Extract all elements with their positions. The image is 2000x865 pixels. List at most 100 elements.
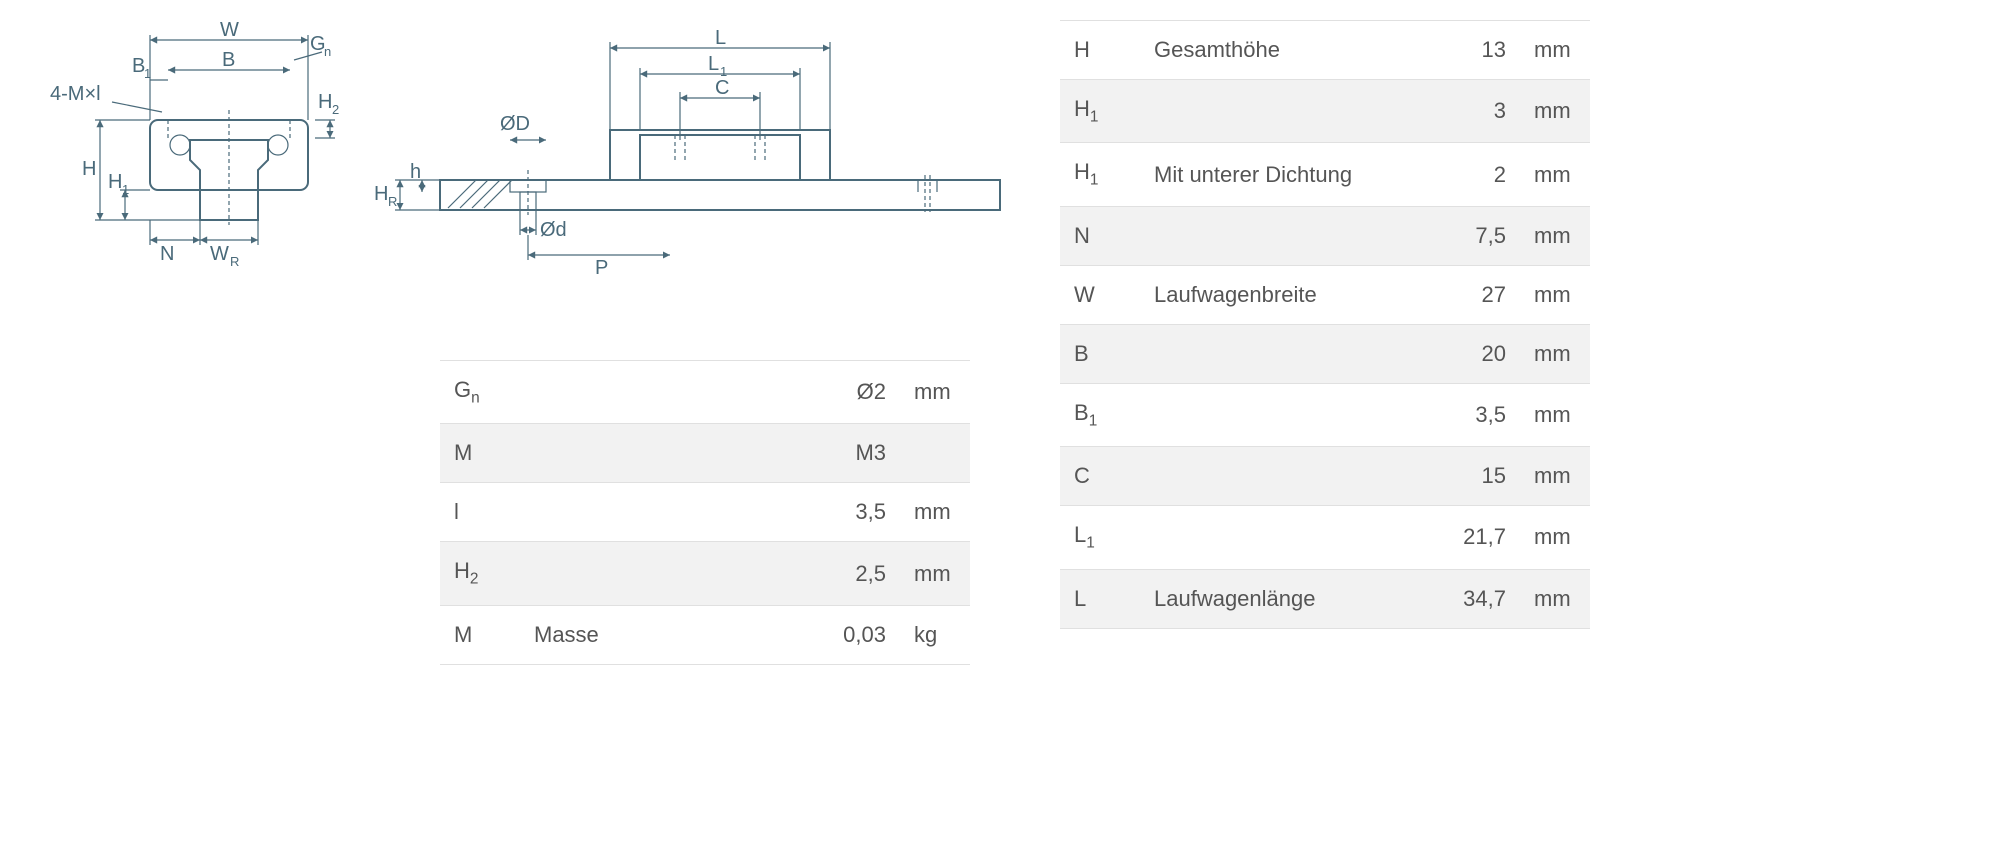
- cell-value: Ø2: [820, 361, 900, 424]
- cell-symbol: L1: [1060, 506, 1140, 569]
- cell-value: 7,5: [1440, 206, 1520, 265]
- cell-value: 2,5: [820, 542, 900, 605]
- cell-value: 3,5: [1440, 383, 1520, 446]
- cell-unit: mm: [1520, 21, 1590, 80]
- table-row: WLaufwagenbreite27mm: [1060, 265, 1590, 324]
- cell-description: [1140, 206, 1440, 265]
- cell-value: 34,7: [1440, 569, 1520, 628]
- table-row: L1 21,7mm: [1060, 506, 1590, 569]
- cell-description: [520, 424, 820, 483]
- cell-value: 13: [1440, 21, 1520, 80]
- svg-text:h: h: [410, 161, 421, 183]
- cell-symbol: B1: [1060, 383, 1140, 446]
- diagram-front-view: W B B1 Gn 4-M×l: [40, 20, 350, 280]
- svg-text:L: L: [708, 53, 719, 75]
- cell-value: 21,7: [1440, 506, 1520, 569]
- svg-text:4-M×l: 4-M×l: [50, 83, 101, 105]
- cell-description: Mit unterer Dichtung: [1140, 143, 1440, 206]
- table-row: C 15mm: [1060, 447, 1590, 506]
- table-row: M M3: [440, 424, 970, 483]
- cell-value: 27: [1440, 265, 1520, 324]
- cell-unit: mm: [1520, 383, 1590, 446]
- cell-description: [520, 542, 820, 605]
- cell-description: Masse: [520, 605, 820, 664]
- cell-value: 20: [1440, 324, 1520, 383]
- cell-value: 0,03: [820, 605, 900, 664]
- cell-symbol: H2: [440, 542, 520, 605]
- table-row: B1 3,5mm: [1060, 383, 1590, 446]
- cell-value: 3,5: [820, 483, 900, 542]
- svg-text:Ød: Ød: [540, 219, 567, 241]
- svg-text:R: R: [230, 254, 239, 269]
- svg-text:H: H: [374, 183, 388, 205]
- cell-symbol: H: [1060, 21, 1140, 80]
- cell-value: 15: [1440, 447, 1520, 506]
- cell-description: [1140, 383, 1440, 446]
- page-container: W B B1 Gn 4-M×l: [0, 0, 2000, 685]
- cell-description: Laufwagenbreite: [1140, 265, 1440, 324]
- cell-unit: mm: [900, 361, 970, 424]
- svg-text:W: W: [210, 243, 229, 265]
- svg-text:ØD: ØD: [500, 113, 530, 135]
- svg-text:P: P: [595, 257, 608, 279]
- cell-unit: mm: [1520, 324, 1590, 383]
- table-row: MMasse0,03kg: [440, 605, 970, 664]
- cell-unit: mm: [1520, 80, 1590, 143]
- svg-text:C: C: [715, 77, 729, 99]
- svg-text:H: H: [318, 91, 332, 113]
- cell-value: M3: [820, 424, 900, 483]
- svg-text:N: N: [160, 243, 174, 265]
- table-row: LLaufwagenlänge34,7mm: [1060, 569, 1590, 628]
- table-row: B 20mm: [1060, 324, 1590, 383]
- svg-text:R: R: [388, 194, 397, 209]
- svg-text:H: H: [82, 158, 96, 180]
- cell-symbol: W: [1060, 265, 1140, 324]
- cell-description: Laufwagenlänge: [1140, 569, 1440, 628]
- svg-text:1: 1: [144, 66, 151, 81]
- cell-unit: mm: [1520, 569, 1590, 628]
- cell-unit: mm: [1520, 206, 1590, 265]
- table-row: HGesamthöhe13mm: [1060, 21, 1590, 80]
- cell-symbol: M: [440, 605, 520, 664]
- cell-symbol: l: [440, 483, 520, 542]
- cell-description: [1140, 447, 1440, 506]
- cell-symbol: B: [1060, 324, 1140, 383]
- table-row: Gn Ø2mm: [440, 361, 970, 424]
- right-block: HGesamthöhe13mmH13mmH1Mit unterer Dichtu…: [1060, 20, 1590, 665]
- cell-unit: [900, 424, 970, 483]
- table-row: l 3,5mm: [440, 483, 970, 542]
- svg-text:n: n: [324, 44, 331, 59]
- cell-symbol: Gn: [440, 361, 520, 424]
- cell-unit: mm: [1520, 506, 1590, 569]
- cell-symbol: N: [1060, 206, 1140, 265]
- cell-unit: mm: [900, 542, 970, 605]
- table-row: N 7,5mm: [1060, 206, 1590, 265]
- right-table: HGesamthöhe13mmH13mmH1Mit unterer Dichtu…: [1060, 20, 1590, 629]
- cell-symbol: M: [440, 424, 520, 483]
- svg-text:2: 2: [332, 102, 339, 117]
- cell-description: [1140, 80, 1440, 143]
- cell-description: Gesamthöhe: [1140, 21, 1440, 80]
- table-row: H2 2,5mm: [440, 542, 970, 605]
- cell-unit: mm: [1520, 265, 1590, 324]
- left-block: W B B1 Gn 4-M×l: [40, 20, 980, 665]
- engineering-diagrams: W B B1 Gn 4-M×l: [40, 20, 980, 280]
- cell-symbol: H1: [1060, 143, 1140, 206]
- svg-text:B: B: [222, 49, 235, 71]
- cell-unit: mm: [1520, 143, 1590, 206]
- cell-unit: mm: [900, 483, 970, 542]
- cell-description: [1140, 324, 1440, 383]
- cell-unit: mm: [1520, 447, 1590, 506]
- cell-description: [520, 483, 820, 542]
- cell-symbol: L: [1060, 569, 1140, 628]
- svg-text:1: 1: [122, 182, 129, 197]
- left-table-wrap: GnØ2mmMM3l3,5mmH22,5mmMMasse0,03kg: [440, 360, 970, 665]
- cell-value: 2: [1440, 143, 1520, 206]
- svg-text:W: W: [220, 20, 239, 41]
- svg-text:L: L: [715, 30, 726, 49]
- cell-symbol: H1: [1060, 80, 1140, 143]
- table-row: H13mm: [1060, 80, 1590, 143]
- cell-symbol: C: [1060, 447, 1140, 506]
- table-row: H1Mit unterer Dichtung2mm: [1060, 143, 1590, 206]
- cell-description: [520, 361, 820, 424]
